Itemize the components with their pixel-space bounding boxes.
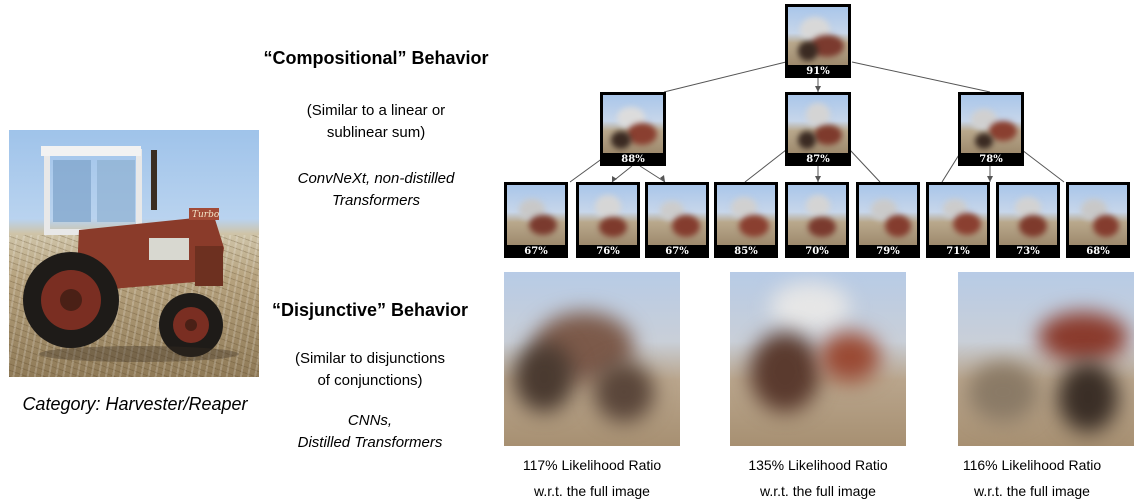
disjunctive-desc-line2: of conjunctions) xyxy=(317,372,423,389)
likelihood-ratio-label: 117% Likelihood Ratio xyxy=(522,457,662,473)
likelihood-ratio-label: 135% Likelihood Ratio xyxy=(748,457,888,473)
main-tractor-photo: Turbo xyxy=(9,130,259,377)
tree-l2-node: 67% xyxy=(504,182,568,258)
disjunctive-heading: “Disjunctive” Behavior xyxy=(271,300,469,320)
compositional-heading: “Compositional” Behavior xyxy=(263,48,489,68)
disjunctive-models-line1: CNNs, xyxy=(347,412,393,429)
tree-root-pct: 91% xyxy=(806,66,830,77)
tree-l2-pct: 73% xyxy=(1016,246,1040,257)
tree-l2-pct: 70% xyxy=(805,246,829,257)
likelihood-ratio-label: 116% Likelihood Ratio xyxy=(962,457,1102,473)
disjunctive-example-image xyxy=(730,272,906,446)
tree-l2-pct: 76% xyxy=(596,246,620,257)
disjunctive-example-image xyxy=(958,272,1134,446)
tractor-illustration xyxy=(23,146,239,362)
tree-l1-node: 88% xyxy=(600,92,666,166)
category-caption: Category: Harvester/Reaper xyxy=(22,394,248,414)
tractor-model-text: Turbo xyxy=(192,210,220,220)
tree-l2-pct: 68% xyxy=(1086,246,1110,257)
disjunctive-models-line2: Distilled Transformers xyxy=(297,434,443,451)
tree-l2-pct: 79% xyxy=(876,246,900,257)
disjunctive-desc-line1: (Similar to disjunctions xyxy=(294,350,446,367)
compositional-desc-line1: (Similar to a linear or xyxy=(306,102,446,119)
tree-l2-node: 68% xyxy=(1066,182,1130,258)
tree-l1-node: 87% xyxy=(785,92,851,166)
tree-l2-node: 76% xyxy=(576,182,640,258)
tree-l2-node: 71% xyxy=(926,182,990,258)
tree-l2-pct: 67% xyxy=(524,246,548,257)
tree-l2-node: 67% xyxy=(645,182,709,258)
tree-l2-node: 70% xyxy=(785,182,849,258)
likelihood-ref-label: w.r.t. the full image xyxy=(760,483,876,499)
tree-l1-pct: 88% xyxy=(621,154,645,165)
compositional-models-line1: ConvNeXt, non-distilled xyxy=(297,170,455,187)
tree-arrowheads xyxy=(612,86,993,182)
tree-l2-pct: 67% xyxy=(665,246,689,257)
tree-l2-pct: 71% xyxy=(946,246,970,257)
tree-l2-pct: 85% xyxy=(734,246,758,257)
likelihood-ref-label: w.r.t. the full image xyxy=(534,483,650,499)
compositional-models-line2: Transformers xyxy=(331,192,421,209)
likelihood-ref-label: w.r.t. the full image xyxy=(974,483,1090,499)
tree-root-image xyxy=(788,7,848,65)
tree-l2-node: 73% xyxy=(996,182,1060,258)
tree-l2-node: 85% xyxy=(714,182,778,258)
tree-l2-node: 79% xyxy=(856,182,920,258)
disjunctive-example-image xyxy=(504,272,680,446)
tree-l1-pct: 87% xyxy=(806,154,830,165)
tree-l1-pct: 78% xyxy=(979,154,1003,165)
tree-root-node: 91% xyxy=(785,4,851,78)
tree-l1-node: 78% xyxy=(958,92,1024,166)
compositional-desc-line2: sublinear sum) xyxy=(326,124,426,141)
